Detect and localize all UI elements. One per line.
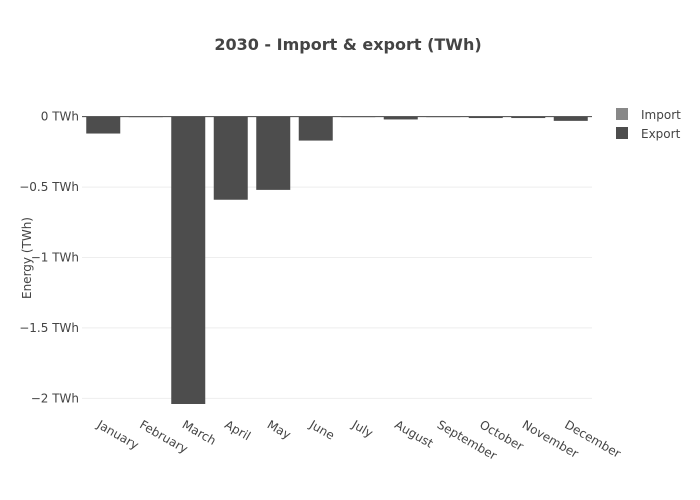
y-axis: 0 TWh −0.5 TWh −1 TWh −1.5 TWh −2 TWh [19,110,79,406]
x-tick-label: August [392,417,436,450]
chart-title: 2030 - Import & export (TWh) [214,35,481,54]
x-tick-label: June [306,417,337,443]
bar-layer [82,116,592,404]
grid-layer [82,186,592,399]
legend-swatch-export[interactable] [616,127,628,139]
bar-export-august[interactable] [383,116,418,120]
legend-label-import[interactable]: Import [641,108,681,122]
y-tick-label: −0.5 TWh [19,180,79,194]
bar-export-october[interactable] [468,116,503,119]
x-tick-label: April [222,417,253,443]
legend: Import Export [616,108,681,141]
y-tick-label: −2 TWh [31,391,79,405]
x-tick-label: May [265,417,293,442]
y-tick-label: 0 TWh [41,110,79,124]
bar-export-march[interactable] [171,116,206,404]
bar-export-may[interactable] [256,116,291,190]
bar-export-november[interactable] [511,116,546,119]
x-tick-label: January [94,417,141,452]
x-tick-label: July [349,417,376,440]
bar-export-january[interactable] [86,116,121,134]
legend-swatch-import[interactable] [616,108,628,120]
bar-export-june[interactable] [298,116,333,141]
y-tick-label: −1 TWh [31,251,79,265]
bar-export-april[interactable] [213,116,248,200]
bar-export-december[interactable] [553,116,588,121]
y-tick-label: −1.5 TWh [19,321,79,335]
legend-label-export[interactable]: Export [641,127,681,141]
y-axis-title: Energy (TWh) [20,217,34,299]
